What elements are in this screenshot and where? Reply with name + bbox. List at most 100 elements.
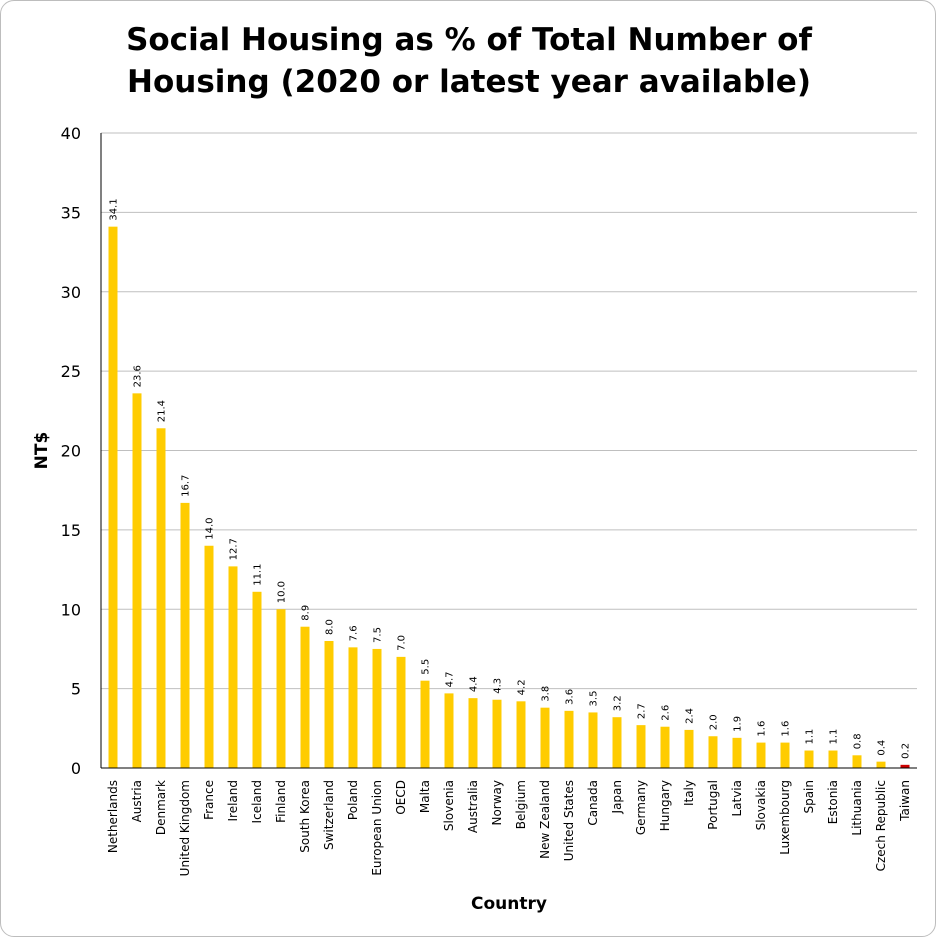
x-tick-label: Belgium xyxy=(514,780,528,829)
data-label: 5.5 xyxy=(421,659,432,675)
data-label: 21.4 xyxy=(157,400,168,422)
y-tick-label: 0 xyxy=(71,759,81,778)
x-tick-label: Spain xyxy=(802,780,816,814)
bar xyxy=(828,750,838,768)
x-tick-label: Netherlands xyxy=(106,780,120,853)
bar xyxy=(636,725,646,768)
gridlines xyxy=(101,132,917,690)
x-tick-label: European Union xyxy=(370,780,384,876)
y-tick-label: 15 xyxy=(61,521,81,540)
bar xyxy=(132,393,142,768)
bar xyxy=(780,742,790,768)
data-label: 4.3 xyxy=(493,678,504,694)
data-label: 0.8 xyxy=(853,733,864,749)
data-label: 23.6 xyxy=(133,365,144,387)
x-tick-label: Australia xyxy=(466,780,480,833)
data-label: 8.0 xyxy=(325,619,336,635)
x-tick-label: Portugal xyxy=(706,780,720,830)
data-label: 3.2 xyxy=(613,695,624,711)
data-label: 16.7 xyxy=(181,475,192,497)
data-label: 1.1 xyxy=(805,729,816,745)
bar xyxy=(756,742,766,768)
x-tick-label: Slovenia xyxy=(442,780,456,831)
data-label: 12.7 xyxy=(229,538,240,560)
y-tick-label: 20 xyxy=(61,442,81,461)
bar xyxy=(444,693,454,768)
bar xyxy=(348,647,358,768)
x-tick-label: Canada xyxy=(586,780,600,826)
bar xyxy=(708,736,718,768)
bar xyxy=(540,707,550,768)
bar xyxy=(684,729,694,768)
bar xyxy=(324,641,334,768)
data-label: 2.6 xyxy=(661,705,672,721)
x-tick-label: Japan xyxy=(610,780,624,814)
x-axis-title: Country xyxy=(471,894,547,914)
x-tick-label: Hungary xyxy=(658,780,672,831)
bar xyxy=(804,750,814,768)
data-label: 1.6 xyxy=(757,721,768,737)
x-tick-label: Malta xyxy=(418,780,432,813)
data-label: 0.4 xyxy=(877,740,888,756)
data-label: 10.0 xyxy=(277,581,288,603)
y-tick-label: 40 xyxy=(61,124,81,143)
x-tick-label: OECD xyxy=(394,780,408,815)
x-tick-label: Italy xyxy=(682,780,696,806)
bar xyxy=(564,710,574,768)
data-label: 7.0 xyxy=(397,635,408,651)
x-axis-ticks: Netherlands Austria Denmark United Kingdom F… xyxy=(106,780,912,876)
bar xyxy=(660,726,670,768)
bar xyxy=(732,737,742,768)
x-tick-label: Norway xyxy=(490,780,504,826)
bar xyxy=(396,656,406,768)
bars xyxy=(108,226,910,769)
bar xyxy=(612,717,622,768)
x-tick-label: Latvia xyxy=(730,780,744,817)
data-label: 4.7 xyxy=(445,671,456,687)
bar xyxy=(852,755,862,768)
data-label: 3.8 xyxy=(541,686,552,702)
bar xyxy=(300,626,310,768)
data-label: 8.9 xyxy=(301,605,312,621)
data-label: 1.6 xyxy=(781,721,792,737)
bar xyxy=(876,761,886,768)
x-tick-label: Lithuania xyxy=(850,780,864,836)
x-tick-label: Estonia xyxy=(826,780,840,824)
y-tick-label: 35 xyxy=(61,203,81,222)
data-label: 4.2 xyxy=(517,679,528,695)
bar xyxy=(468,698,478,768)
bar xyxy=(372,648,382,768)
y-axis-ticks: 0 5 10 15 20 25 30 35 40 xyxy=(61,124,81,778)
bar xyxy=(204,545,214,768)
data-label: 2.0 xyxy=(709,714,720,730)
data-label: 14.0 xyxy=(205,517,216,539)
x-tick-label: Germany xyxy=(634,780,648,835)
y-tick-label: 25 xyxy=(61,362,81,381)
bar xyxy=(516,701,526,768)
x-tick-label: Poland xyxy=(346,780,360,820)
y-tick-label: 30 xyxy=(61,283,81,302)
x-tick-label: United Kingdom xyxy=(178,780,192,876)
y-tick-label: 5 xyxy=(71,680,81,699)
x-tick-label: Austria xyxy=(130,780,144,822)
bar xyxy=(492,699,502,768)
x-tick-label: South Korea xyxy=(298,780,312,853)
y-tick-label: 10 xyxy=(61,600,81,619)
data-label: 3.6 xyxy=(565,689,576,705)
data-label: 3.5 xyxy=(589,691,600,707)
bar xyxy=(156,428,166,768)
x-tick-label: Switzerland xyxy=(322,780,336,850)
x-tick-label: Ireland xyxy=(226,780,240,822)
x-tick-label: France xyxy=(202,780,216,820)
x-tick-label: Slovakia xyxy=(754,780,768,830)
bar xyxy=(420,680,430,768)
data-label: 4.4 xyxy=(469,676,480,692)
data-label: 2.4 xyxy=(685,708,696,724)
bar xyxy=(588,712,598,768)
bar xyxy=(900,764,910,768)
data-label: 11.1 xyxy=(253,564,264,586)
chart-title: Social Housing as % of Total Number of H… xyxy=(126,22,812,100)
x-tick-label: Luxembourg xyxy=(778,780,792,855)
